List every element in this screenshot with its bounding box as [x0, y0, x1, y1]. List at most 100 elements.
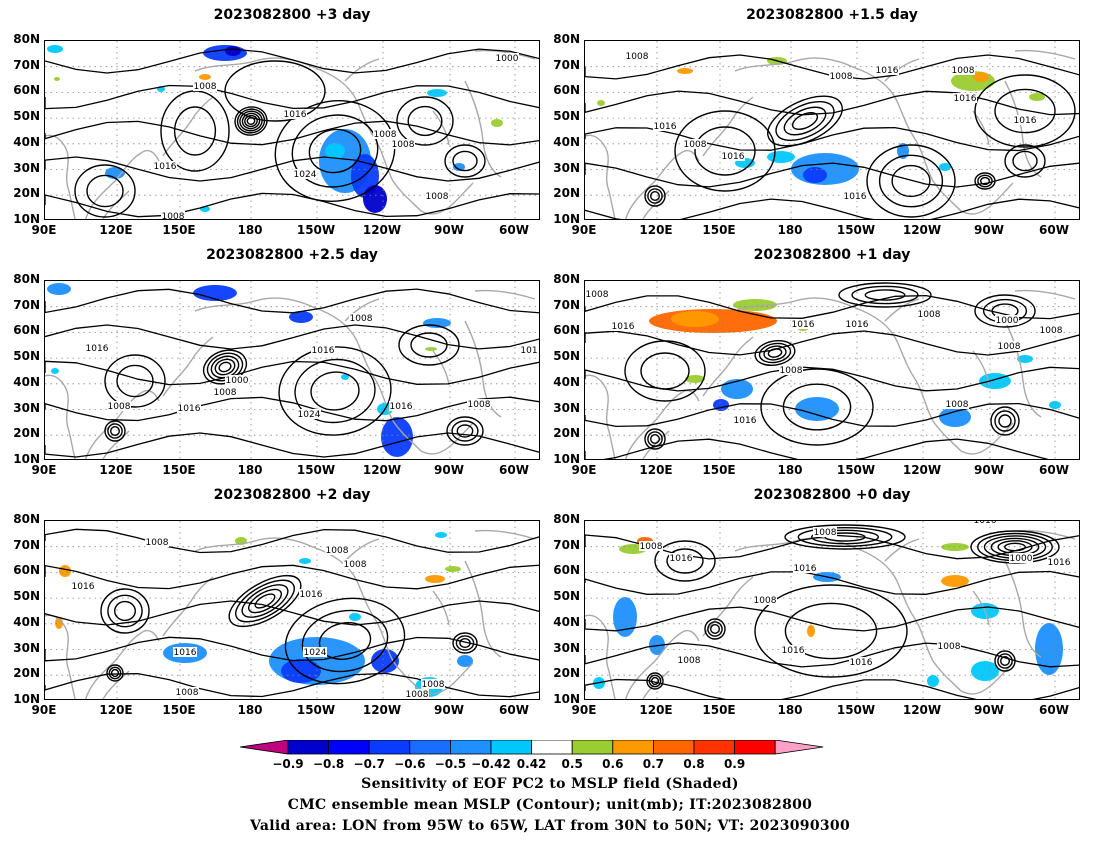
lat-tick-label: 30N [553, 400, 580, 415]
sensitivity-shade [55, 617, 63, 629]
pressure-system [284, 597, 406, 685]
sensitivity-shade [381, 417, 413, 457]
contour-label: 1008 [108, 402, 131, 412]
caption-line-1: Sensitivity of EOF PC2 to MSLP field (Sh… [361, 776, 739, 792]
map-drawing: 1016 1008 1016 1008 1008 1016 1008 1016 1016 1000… [585, 521, 1079, 699]
isobar [45, 672, 539, 698]
contour-label: 1008 [176, 688, 199, 698]
contour-label-bg [213, 387, 237, 397]
lon-tick-label: 90E [571, 463, 597, 477]
contour-label-bg [391, 139, 415, 149]
contour-label: 1016 [670, 554, 693, 564]
map-drawing: 1016 1008 1008 1000 1008 1016 1016 1024 1016 1008… [45, 281, 539, 459]
isobar [45, 564, 539, 590]
isobar [585, 366, 1079, 392]
lat-tick-label: 20N [13, 426, 40, 441]
lat-tick-label: 80N [13, 32, 40, 46]
contour-label: 1016 [792, 320, 815, 330]
isobar [585, 162, 1079, 188]
contour-label: 1008 [998, 342, 1021, 352]
contour-label: 1000 [496, 54, 519, 64]
isobar [585, 402, 1079, 428]
contour-label-bg [303, 647, 327, 657]
contour-label-bg [299, 589, 323, 599]
colorbar-segment [368, 740, 411, 755]
pressure-system [234, 106, 268, 136]
lon-tick-label: 150E [162, 703, 196, 717]
pressure-system [104, 420, 126, 442]
map-drawing: 1008 1008 1016 1008 1016 1008 1016 1016 1016 1016 [585, 41, 1079, 219]
colorbar-segment [693, 740, 735, 755]
contour-label: 1016 [794, 564, 817, 574]
lat-tick-label: 50N [13, 349, 40, 364]
colorbar-segment [449, 740, 492, 755]
isobar [585, 198, 1079, 219]
contour-label-bg [849, 657, 873, 667]
coastline [420, 182, 474, 215]
contour-label: 101 [520, 346, 537, 356]
lon-tick-label: 90W [974, 703, 1004, 717]
contour-label: 1008 [586, 290, 609, 300]
sensitivity-shade [649, 635, 665, 655]
pressure-system [104, 354, 166, 408]
contour-label-bg [917, 309, 941, 319]
pressure-system [754, 584, 908, 678]
sensitivity-shade [1049, 401, 1061, 409]
colorbar [240, 740, 824, 755]
contour-label-bg [517, 345, 539, 355]
colorbar-high-extension [774, 740, 824, 755]
contour-label-bg [1009, 553, 1033, 563]
lat-tick-label: 80N [13, 512, 40, 526]
lat-tick-label: 10N [13, 211, 40, 226]
lon-tick-label: 90E [31, 703, 57, 717]
lon-tick-label: 120W [362, 703, 402, 717]
contour-label: 1000 [226, 376, 249, 386]
lon-tick-label: 150W [296, 703, 336, 717]
sensitivity-shade [491, 119, 503, 127]
coastline [474, 529, 536, 540]
contour-label-bg [611, 321, 635, 331]
isobar [45, 288, 539, 314]
sensitivity-shade [677, 68, 693, 74]
lon-tick-label: 60W [499, 703, 529, 717]
contour-label-bg [733, 415, 757, 425]
pressure-system [100, 588, 150, 634]
contour-label: 1000 [1010, 554, 1033, 564]
coastline [702, 576, 754, 637]
lon-tick-label: 120W [362, 223, 402, 237]
pressure-system [274, 99, 396, 203]
contour-label-bg [175, 687, 199, 697]
contour-label-bg [669, 553, 693, 563]
isobar [45, 84, 539, 110]
contour-label: 1024 [304, 648, 327, 658]
contour-label: 1016 [390, 402, 413, 412]
pressure-system [654, 540, 716, 582]
contour-label: 1016 [1048, 558, 1071, 568]
contour-label: 1008 [814, 528, 837, 538]
pressure-system [446, 416, 484, 446]
lon-tick-label: 120E [639, 463, 673, 477]
contour-label: 1008 [146, 538, 169, 548]
sensitivity-shade [927, 675, 939, 687]
contour-label: 1016 [86, 344, 109, 354]
lat-tick-label: 60N [553, 563, 580, 578]
contour-label-bg [779, 365, 803, 375]
lon-tick-label: 150W [836, 703, 876, 717]
contour-label: 1008 [344, 560, 367, 570]
colorbar-tick-label: −0.42 [471, 757, 511, 771]
isobar [585, 54, 1079, 80]
contour-label-bg [995, 315, 1019, 325]
contour-label: 1016 [844, 192, 867, 202]
sensitivity-shade [203, 45, 247, 61]
sensitivity-shade [47, 283, 71, 295]
lat-tick-label: 10N [553, 451, 580, 466]
isobar [585, 438, 1049, 459]
lat-tick-label: 40N [553, 374, 580, 389]
contour-label: 1016 [850, 658, 873, 668]
coastline [45, 134, 76, 219]
contour-label: 1016 [734, 416, 757, 426]
contour-label: 1016 [974, 521, 997, 526]
contour-label: 1008 [1040, 326, 1063, 336]
pressure-system [160, 90, 230, 172]
sensitivity-shade [59, 565, 71, 577]
